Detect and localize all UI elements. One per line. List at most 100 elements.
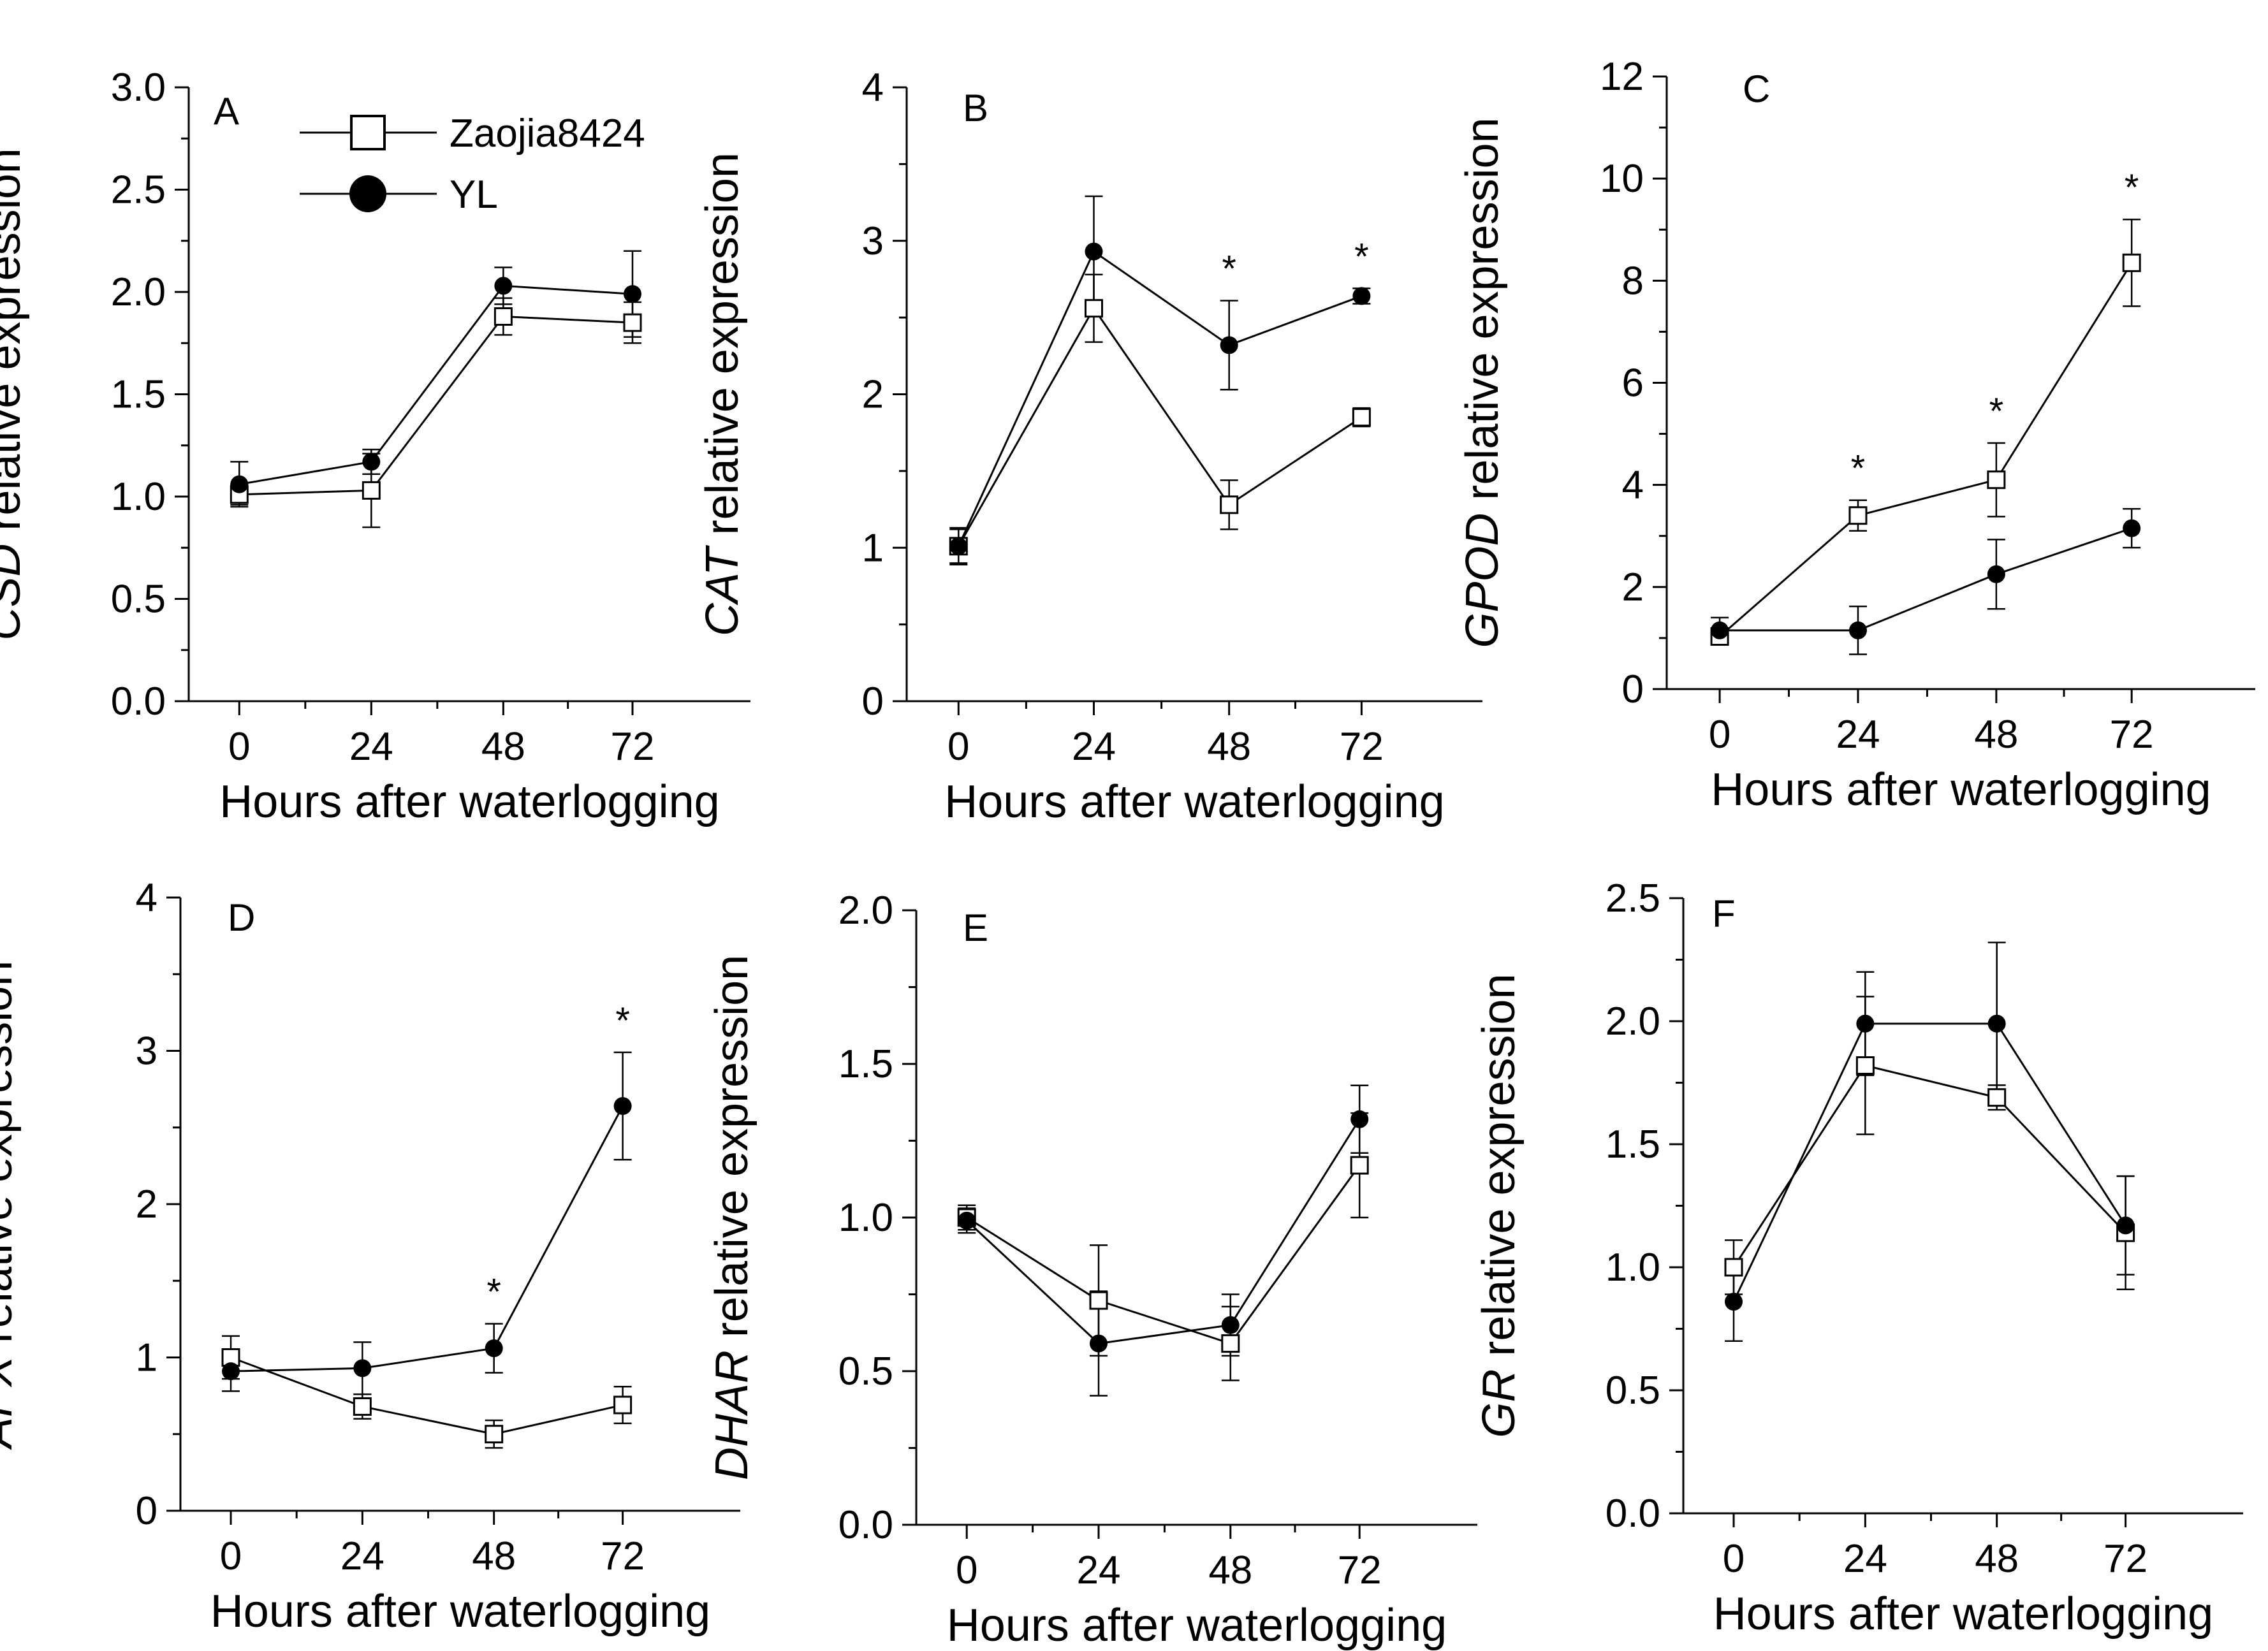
significance-star: * [1222, 249, 1236, 290]
series-line-zaojia8424 [1719, 262, 2133, 637]
data-point-zaojia8424 [1350, 1156, 1369, 1175]
x-tick-label: 72 [611, 725, 655, 769]
data-point-zaojia8424 [494, 307, 513, 326]
data-point-zaojia8424 [623, 313, 642, 332]
x-tick-label: 24 [1077, 1548, 1121, 1592]
legend-label: Zaojia8424 [450, 112, 645, 156]
y-tick-label: 0.0 [1606, 1492, 1660, 1536]
y-axis-title: DHAR relative expression [706, 955, 757, 1480]
data-point-zaojia8424 [1221, 1334, 1240, 1353]
x-axis-title: Hours after waterlogging [1713, 1589, 2213, 1640]
x-tick-label: 48 [1974, 713, 2018, 757]
y-tick-label: 8 [1622, 259, 1644, 303]
y-tick-label: 2 [1622, 565, 1644, 609]
y-tick-label: 1 [862, 526, 884, 570]
x-axis-title: Hours after waterlogging [1711, 764, 2211, 815]
data-point-yl [494, 277, 513, 295]
series-line-zaojia8424 [957, 306, 1363, 547]
data-point-yl [2116, 1216, 2135, 1235]
data-point-yl [485, 1339, 503, 1358]
y-tick-label: 0 [1622, 667, 1644, 711]
data-point-yl [1848, 621, 1867, 639]
x-tick-label: 48 [1975, 1537, 2019, 1581]
y-axis-title: GPOD relative expression [1457, 117, 1508, 648]
y-tick-label: 0.5 [1606, 1369, 1660, 1413]
data-point-yl [1220, 336, 1238, 354]
x-tick-label: 0 [228, 725, 250, 769]
data-point-zaojia8424 [485, 1425, 504, 1444]
data-point-zaojia8424 [362, 481, 381, 500]
y-tick-label: 6 [1622, 361, 1644, 405]
y-axis-title-suffix: relative expression [0, 148, 30, 543]
series-line-yl [957, 250, 1362, 547]
legend: Zaojia8424 YL [300, 112, 645, 217]
data-point-zaojia8424 [1987, 470, 2006, 490]
y-tick-label: 2.5 [1606, 876, 1660, 920]
panel-letter: F [1712, 892, 1736, 935]
significance-star: * [2125, 167, 2139, 208]
x-tick-label: 0 [956, 1548, 977, 1592]
significance-star: * [615, 1000, 630, 1042]
series-line-zaojia8424 [1732, 1064, 2126, 1268]
x-axis-title: Hours after waterlogging [210, 1586, 710, 1637]
y-tick-label: 0.5 [111, 578, 166, 622]
data-point-yl [1085, 242, 1103, 261]
data-point-zaojia8424 [1855, 1056, 1875, 1075]
data-point-yl [353, 1359, 372, 1378]
data-point-zaojia8424 [1724, 1258, 1743, 1277]
panel-e: 0.0 0.5 1.0 1.5 2.0 0 24 48 72 Hours after waterl… [706, 889, 1477, 1651]
y-tick-label: 3 [862, 219, 884, 263]
y-tick-label: 1.5 [111, 373, 166, 417]
data-point-yl [1350, 1110, 1369, 1128]
panel-f: 0.0 0.5 1.0 1.5 2.0 2.5 0 24 48 72 Hours after wat… [1474, 876, 2243, 1640]
y-tick-label: 0 [862, 680, 884, 724]
y-tick-label: 2.0 [111, 270, 166, 314]
y-tick-label: 1 [136, 1336, 157, 1380]
significance-star: * [487, 1272, 501, 1313]
data-point-yl [230, 475, 249, 493]
data-point-zaojia8424 [1220, 495, 1239, 514]
data-point-zaojia8424 [1352, 408, 1371, 427]
y-axis-title-suffix: relative expression [1457, 117, 1508, 513]
y-tick-label: 0 [136, 1489, 157, 1533]
data-point-yl [1987, 565, 2005, 583]
series-line-zaojia8424 [966, 1165, 1361, 1345]
y-tick-label: 1.5 [1606, 1123, 1660, 1167]
x-tick-label: 48 [472, 1534, 516, 1578]
y-axis-title-suffix: relative expression [697, 152, 748, 548]
x-tick-label: 72 [2110, 713, 2154, 757]
data-point-yl [1987, 1014, 2006, 1033]
data-point-zaojia8424 [1848, 506, 1868, 525]
y-tick-label: 1.0 [111, 475, 166, 519]
y-tick-label: 3.0 [111, 66, 166, 110]
data-point-yl [958, 1211, 976, 1230]
y-tick-label: 2.0 [838, 889, 893, 933]
y-tick-label: 1.0 [838, 1196, 893, 1240]
y-tick-label: 10 [1600, 157, 1644, 201]
data-point-yl [623, 285, 641, 303]
panel-letter: E [963, 906, 988, 949]
panel-letter: B [963, 87, 988, 129]
y-tick-label: 0.0 [111, 680, 166, 724]
panel-letter: A [214, 90, 239, 133]
series-line-zaojia8424 [230, 1356, 623, 1436]
legend-marker-zaojia8424 [350, 115, 386, 150]
y-tick-label: 1.0 [1606, 1246, 1660, 1290]
y-axis-gene-name: APX [0, 1354, 22, 1450]
data-point-yl [1221, 1316, 1240, 1334]
y-tick-label: 3 [136, 1029, 157, 1073]
data-point-zaojia8424 [2122, 253, 2141, 272]
x-tick-label: 72 [1338, 1548, 1382, 1592]
y-tick-label: 2 [862, 373, 884, 417]
series-line-yl [1732, 1022, 2126, 1302]
y-tick-label: 0.0 [838, 1503, 893, 1547]
series-line-yl [966, 1118, 1361, 1345]
y-tick-label: 2 [136, 1182, 157, 1226]
y-tick-label: 4 [136, 876, 157, 920]
y-axis-gene-name: GR [1474, 1369, 1525, 1438]
y-axis-title: CAT relative expression [697, 152, 748, 636]
data-point-yl [1856, 1014, 1875, 1033]
data-point-yl [222, 1362, 240, 1381]
